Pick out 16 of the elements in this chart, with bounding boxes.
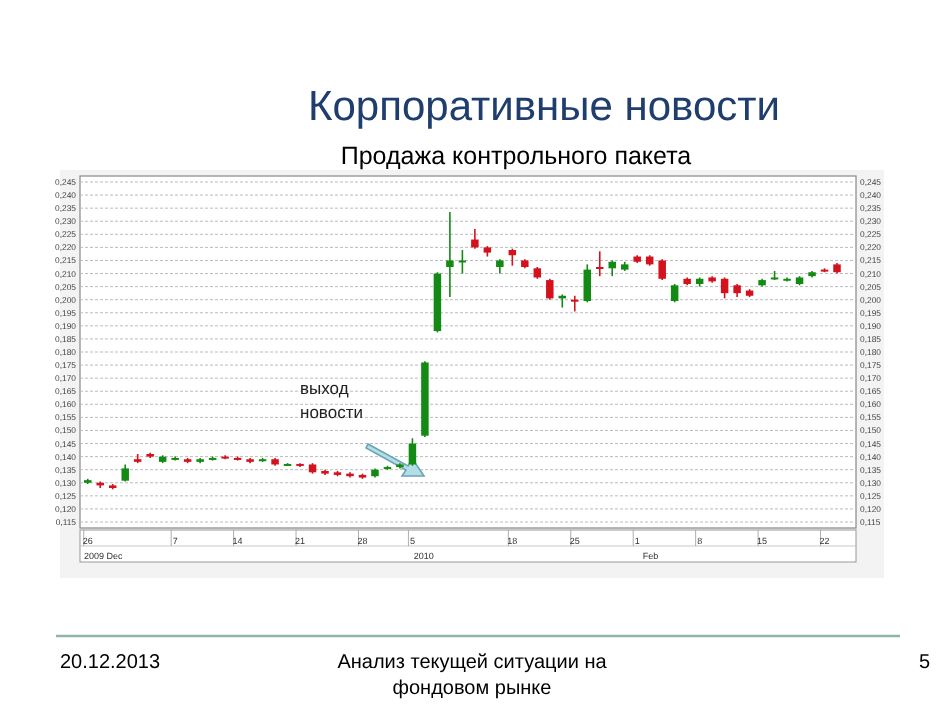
annotation: выход новости bbox=[300, 378, 364, 422]
candlestick bbox=[583, 263, 591, 304]
candlestick bbox=[670, 283, 679, 304]
candlestick bbox=[720, 276, 729, 300]
chart-title: Корпоративные новости bbox=[308, 84, 780, 130]
candlestick bbox=[471, 228, 479, 250]
chart-subtitle: Продажа контрольного пакета bbox=[340, 142, 692, 170]
candlestick bbox=[658, 258, 666, 281]
text: 5 bbox=[918, 652, 931, 674]
candlestick bbox=[596, 250, 604, 277]
candlestick bbox=[458, 249, 467, 275]
candlestick bbox=[571, 294, 579, 313]
candlestick bbox=[446, 211, 454, 298]
candlestick bbox=[546, 277, 554, 301]
text: Анализ текущей ситуации на фондовом рынке bbox=[337, 652, 608, 700]
text: 20.12.2013 bbox=[60, 652, 161, 674]
